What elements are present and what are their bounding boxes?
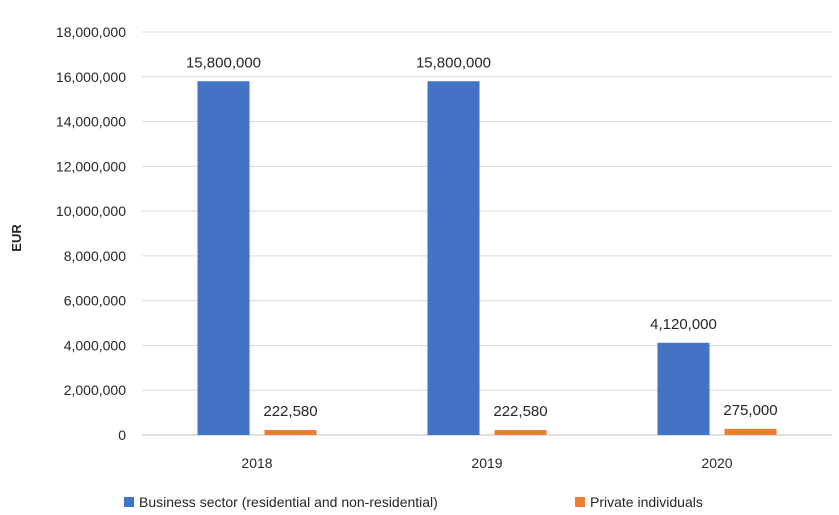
y-axis-tick-labels: 0 2,000,000 4,000,000 6,000,000 8,000,000 10,… [56, 24, 126, 443]
data-label: 275,000 [723, 402, 777, 419]
x-tick-label: 2019 [471, 455, 502, 471]
y-tick-label: 12,000,000 [56, 158, 126, 174]
y-tick-label: 10,000,000 [56, 203, 126, 219]
y-axis-title: EUR [9, 224, 24, 252]
y-tick-label: 2,000,000 [64, 382, 126, 398]
y-tick-label: 14,000,000 [56, 114, 126, 130]
data-label: 15,800,000 [186, 54, 261, 71]
y-tick-label: 4,000,000 [64, 337, 126, 353]
x-tick-label: 2018 [241, 455, 272, 471]
bar-business-sector-2020 [657, 342, 710, 435]
legend-label: Private individuals [590, 494, 703, 510]
legend-swatch [124, 497, 134, 507]
data-label: 222,580 [493, 403, 547, 420]
x-axis-tick-labels: 2018 2019 2020 [241, 455, 732, 471]
legend-swatch [575, 497, 585, 507]
gridlines [142, 31, 832, 391]
bar-business-sector-2019 [427, 81, 480, 435]
y-tick-label: 18,000,000 [56, 24, 126, 40]
data-label: 4,120,000 [650, 316, 717, 333]
y-tick-label: 6,000,000 [64, 293, 126, 309]
bar-private-individuals-2020 [724, 428, 777, 435]
data-label: 222,580 [263, 403, 317, 420]
data-label: 15,800,000 [416, 54, 491, 71]
y-tick-label: 0 [118, 427, 126, 443]
bar-private-individuals-2019 [494, 430, 547, 435]
bar-private-individuals-2018 [264, 430, 317, 435]
data-labels: 15,800,000 222,580 15,800,000 222,580 4,120,… [186, 54, 778, 420]
y-tick-label: 16,000,000 [56, 69, 126, 85]
bar-business-sector-2018 [197, 81, 250, 435]
y-tick-label: 8,000,000 [64, 248, 126, 264]
legend-label: Business sector (residential and non-res… [139, 494, 438, 510]
bars [197, 81, 777, 435]
x-tick-label: 2020 [701, 455, 732, 471]
legend: Business sector (residential and non-res… [124, 494, 703, 510]
